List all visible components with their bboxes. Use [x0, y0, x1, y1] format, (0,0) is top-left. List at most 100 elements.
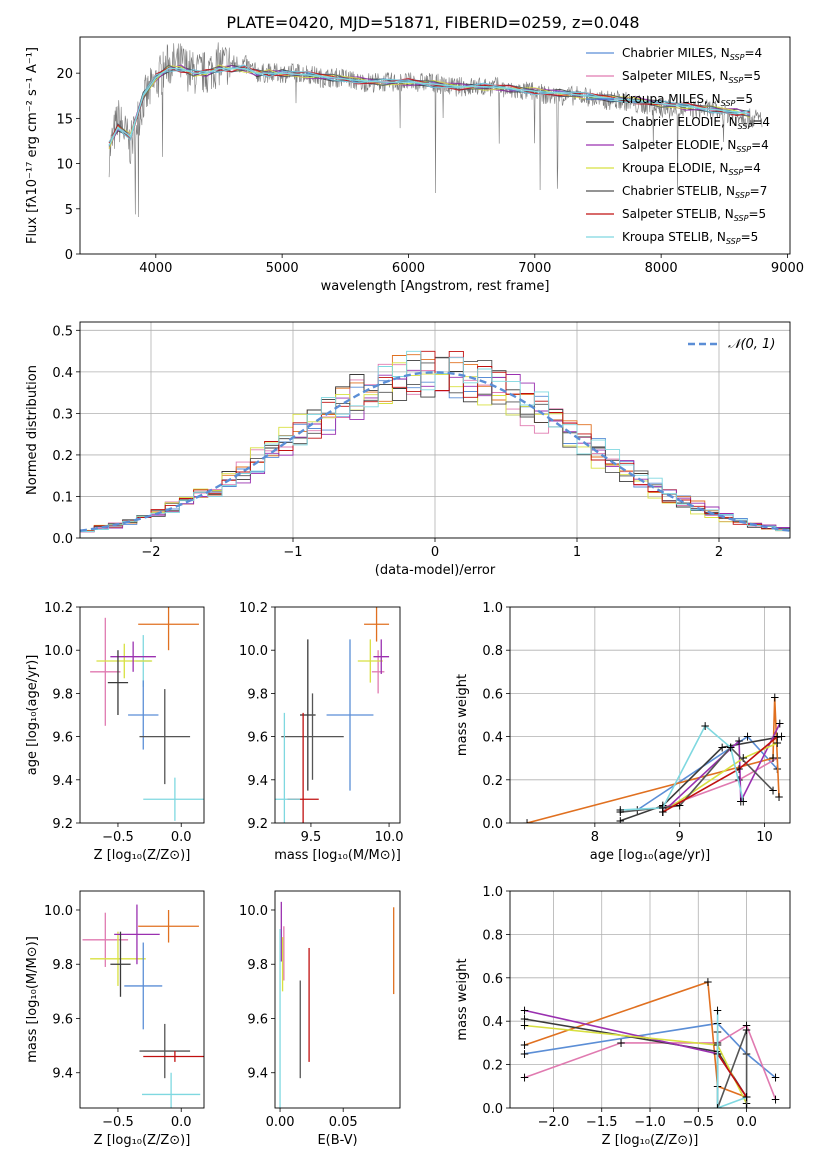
y-tick-label: 9.4: [52, 774, 73, 789]
panel-massweight-vs-Z: ++++++ +++++++++++++++++++++++++−2.0 −1.5 −…: [455, 885, 791, 1148]
mass-weight-marker: +: [736, 794, 746, 808]
mass-weight-marker: +: [519, 1019, 529, 1033]
legend: Chabrier MILES, NSSP=4 Salpeter MILES, NS…: [586, 46, 770, 246]
mass-weight-marker: +: [522, 816, 532, 830]
mass-weight-marker: +: [734, 773, 744, 787]
y-tick-label: 10.2: [239, 601, 268, 616]
x-axis-label: Z [log₁₀(Z/Z⊙)]: [94, 1133, 191, 1148]
y-tick-label: 0.5: [52, 324, 73, 339]
mass-weight-marker: +: [519, 1038, 529, 1052]
y-tick-label: 0.4: [482, 1015, 503, 1030]
legend-entry: Kroupa STELIB, NSSP=5: [622, 230, 758, 246]
x-tick-label: 10.0: [375, 830, 404, 845]
axes-frame: [79, 36, 791, 255]
mass-weight-marker: +: [519, 1071, 529, 1085]
mass-weight-line: [620, 735, 782, 822]
y-tick-label: 0.3: [52, 407, 73, 422]
observed-spectrum-line: [108, 42, 763, 218]
x-axis-label: age [log₁₀(age/yr)]: [590, 848, 711, 863]
axes-frame: [509, 890, 791, 1109]
mass-weight-marker: +: [774, 790, 784, 804]
x-tick-label: −1.5: [586, 1115, 618, 1130]
plot-area: [108, 42, 763, 218]
y-tick-label: 10.0: [239, 644, 268, 659]
plot-area: [275, 607, 390, 823]
y-tick-label: 9.6: [247, 731, 268, 746]
legend-entry: Salpeter MILES, NSSP=5: [622, 69, 761, 85]
y-tick-label: 9.4: [52, 1067, 73, 1082]
mass-weight-marker: +: [770, 1092, 780, 1106]
axes-frame: [274, 890, 401, 1109]
y-tick-label: 9.4: [247, 1067, 268, 1082]
x-tick-label: 0: [431, 545, 439, 560]
x-tick-label: −0.5: [682, 1115, 714, 1130]
axes-frame: [509, 606, 791, 824]
normal-curve: [80, 371, 790, 532]
legend-entry: Salpeter STELIB, NSSP=5: [622, 207, 766, 223]
mass-weight-marker: +: [713, 1003, 723, 1017]
x-tick-label: 6000: [392, 261, 425, 276]
mass-weight-marker: +: [743, 730, 753, 744]
y-tick-label: 1.0: [482, 885, 503, 900]
x-tick-label: 1: [573, 545, 581, 560]
mass-weight-marker: +: [742, 1101, 752, 1115]
y-axis-label: age [log₁₀(age/yr)]: [25, 655, 40, 776]
mass-weight-marker: +: [742, 1023, 752, 1037]
x-tick-label: 9: [676, 830, 684, 845]
x-tick-label: 4000: [139, 261, 172, 276]
mass-weight-marker: +: [768, 751, 778, 765]
y-axis-label: Flux [fλ10⁻¹⁷ erg cm⁻² s⁻¹ A⁻¹]: [25, 47, 40, 244]
mass-weight-marker: +: [770, 1071, 780, 1085]
y-tick-label: 9.2: [247, 817, 268, 832]
y-axis-label: mass weight: [455, 958, 470, 1040]
model-spectrum-line: [108, 64, 750, 147]
y-tick-label: 9.2: [52, 817, 73, 832]
mass-weight-marker: +: [519, 1012, 529, 1026]
mass-weight-marker: +: [616, 1036, 626, 1050]
y-tick-label: 10.2: [44, 601, 73, 616]
x-tick-label: 0.0: [171, 830, 192, 845]
x-tick-label: 0.00: [266, 1115, 295, 1130]
legend-entry: Chabrier MILES, NSSP=4: [622, 46, 762, 62]
mass-weight-marker: +: [703, 975, 713, 989]
mass-weight-marker: +: [658, 805, 668, 819]
x-axis-label: Z [log₁₀(Z/Z⊙)]: [602, 1133, 699, 1148]
y-tick-label: 10.0: [239, 904, 268, 919]
y-tick-label: 9.4: [247, 774, 268, 789]
mass-weight-marker: +: [738, 794, 748, 808]
x-tick-label: 8: [591, 830, 599, 845]
x-axis-label: mass [log₁₀(M/M⊙)]: [274, 848, 401, 863]
y-tick-label: 20: [56, 67, 73, 82]
x-tick-label: −1.0: [634, 1115, 666, 1130]
mass-weight-marker: +: [768, 784, 778, 798]
x-tick-label: 8000: [645, 261, 678, 276]
mass-weight-marker: +: [615, 814, 625, 828]
y-tick-label: 9.8: [52, 958, 73, 973]
model-spectrum-line: [108, 64, 750, 150]
x-axis-label: (data-model)/error: [375, 563, 496, 578]
axes-frame: [79, 321, 791, 539]
mass-weight-line: [620, 724, 745, 811]
legend-entry: 𝒩(0, 1): [728, 337, 775, 352]
y-tick-label: 9.8: [52, 687, 73, 702]
x-axis-label: wavelength [Angstrom, rest frame]: [321, 279, 550, 294]
plot-area: [80, 322, 790, 538]
legend-entry: Chabrier ELODIE, NSSP=4: [622, 115, 770, 131]
x-tick-label: 10: [756, 830, 773, 845]
mass-weight-line: [662, 735, 778, 813]
y-tick-label: 0.6: [482, 972, 503, 987]
y-tick-label: 10.0: [44, 904, 73, 919]
y-tick-label: 9.8: [247, 687, 268, 702]
x-tick-label: −2: [141, 545, 160, 560]
x-tick-label: 5000: [266, 261, 299, 276]
y-tick-label: 0.2: [52, 449, 73, 464]
y-tick-label: 0.0: [482, 1102, 503, 1117]
y-axis-label: Normed distribution: [25, 365, 40, 495]
y-axis-label: mass [log₁₀(M/M⊙)]: [25, 936, 40, 1063]
x-tick-label: 0.05: [329, 1115, 358, 1130]
y-tick-label: 9.6: [52, 731, 73, 746]
mass-weight-marker: +: [776, 730, 786, 744]
y-tick-label: 0.8: [482, 644, 503, 659]
y-tick-label: 0.1: [52, 490, 73, 505]
axes-frame: [79, 890, 205, 1109]
